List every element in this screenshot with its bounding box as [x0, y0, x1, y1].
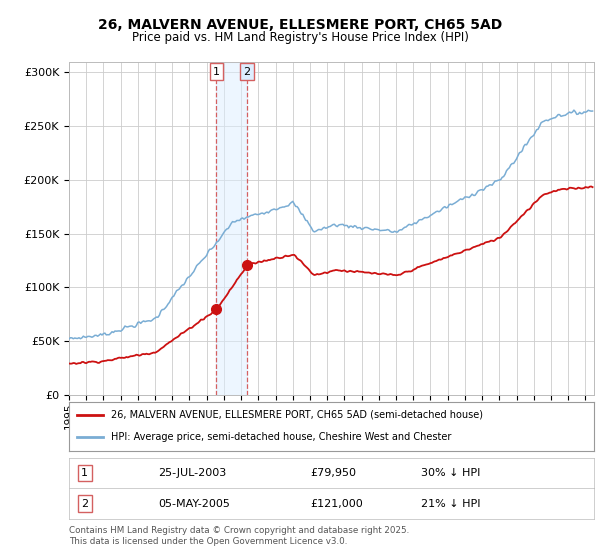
- Text: £121,000: £121,000: [311, 499, 363, 508]
- Text: 1: 1: [81, 468, 88, 478]
- Text: 30% ↓ HPI: 30% ↓ HPI: [421, 468, 480, 478]
- Text: 1: 1: [213, 67, 220, 77]
- Text: 26, MALVERN AVENUE, ELLESMERE PORT, CH65 5AD (semi-detached house): 26, MALVERN AVENUE, ELLESMERE PORT, CH65…: [111, 410, 483, 420]
- Text: 21% ↓ HPI: 21% ↓ HPI: [421, 499, 480, 508]
- Text: Price paid vs. HM Land Registry's House Price Index (HPI): Price paid vs. HM Land Registry's House …: [131, 31, 469, 44]
- Text: 2: 2: [81, 499, 88, 508]
- Text: £79,950: £79,950: [311, 468, 356, 478]
- Text: 2: 2: [244, 67, 251, 77]
- Text: Contains HM Land Registry data © Crown copyright and database right 2025.
This d: Contains HM Land Registry data © Crown c…: [69, 526, 409, 546]
- Text: 26, MALVERN AVENUE, ELLESMERE PORT, CH65 5AD: 26, MALVERN AVENUE, ELLESMERE PORT, CH65…: [98, 18, 502, 32]
- Text: HPI: Average price, semi-detached house, Cheshire West and Chester: HPI: Average price, semi-detached house,…: [111, 432, 451, 442]
- Text: 05-MAY-2005: 05-MAY-2005: [158, 499, 230, 508]
- Text: 25-JUL-2003: 25-JUL-2003: [158, 468, 227, 478]
- Bar: [217, 62, 247, 395]
